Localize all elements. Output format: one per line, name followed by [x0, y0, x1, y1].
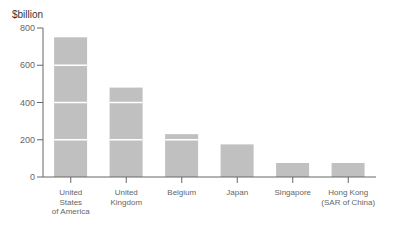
svg-text:200: 200 — [20, 135, 35, 145]
svg-text:Japan: Japan — [226, 188, 248, 197]
svg-text:800: 800 — [20, 23, 35, 33]
svg-text:UnitedKingdom: UnitedKingdom — [110, 188, 142, 207]
svg-text:Singapore: Singapore — [275, 188, 312, 197]
svg-text:600: 600 — [20, 60, 35, 70]
svg-text:UnitedStatesof America: UnitedStatesof America — [52, 188, 90, 216]
svg-text:400: 400 — [20, 98, 35, 108]
svg-text:Hong Kong(SAR of China): Hong Kong(SAR of China) — [321, 188, 375, 207]
html-text:$billion: $billion — [12, 9, 44, 20]
svg-text:0: 0 — [30, 172, 35, 182]
svg-text:Belgium: Belgium — [167, 188, 196, 197]
